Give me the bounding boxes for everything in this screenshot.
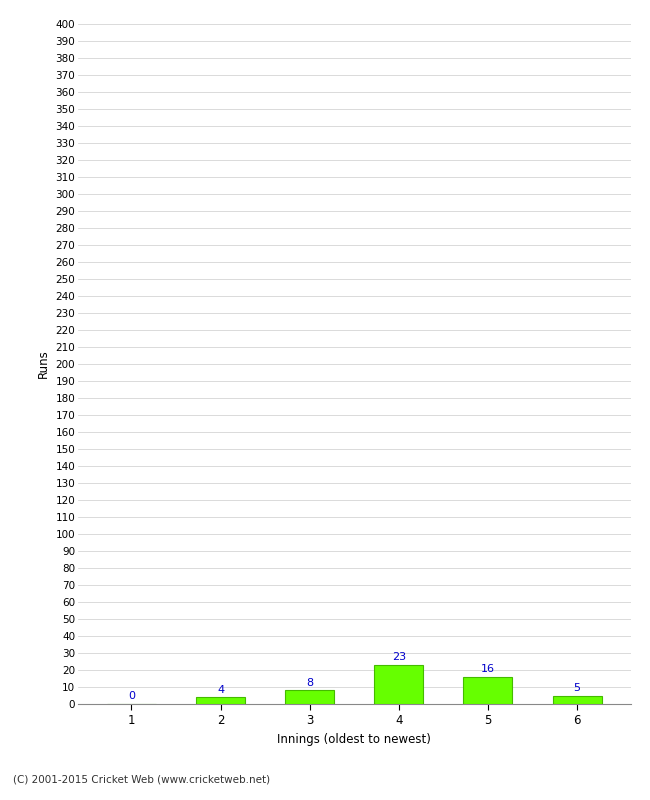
Text: 16: 16 [481,664,495,674]
Text: 5: 5 [573,683,580,693]
Text: 23: 23 [392,652,406,662]
X-axis label: Innings (oldest to newest): Innings (oldest to newest) [278,733,431,746]
Bar [196,697,245,704]
Y-axis label: Runs: Runs [37,350,50,378]
Text: 0: 0 [128,691,135,702]
Text: (C) 2001-2015 Cricket Web (www.cricketweb.net): (C) 2001-2015 Cricket Web (www.cricketwe… [13,774,270,784]
Bar [374,665,423,704]
Bar [463,677,512,704]
Bar [285,690,334,704]
Bar [552,695,601,704]
Text: 8: 8 [306,678,313,688]
Text: 4: 4 [217,685,224,694]
